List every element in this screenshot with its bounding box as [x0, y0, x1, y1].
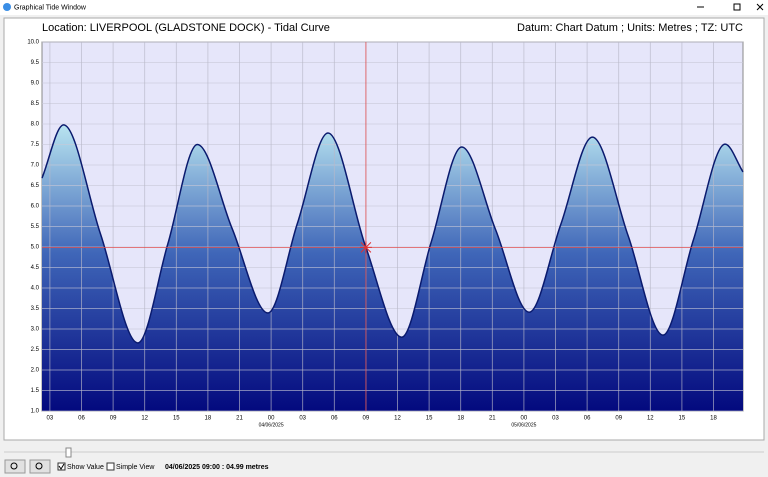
- x-tick-label: 15: [173, 416, 180, 422]
- y-tick-label: 3.0: [31, 327, 40, 333]
- y-tick-label: 7.0: [31, 163, 40, 169]
- y-tick-label: 9.5: [31, 60, 40, 66]
- y-tick-label: 10.0: [27, 40, 39, 46]
- y-tick-label: 7.5: [31, 142, 40, 148]
- x-tick-label: 09: [363, 416, 370, 422]
- checkmark: [58, 463, 65, 470]
- x-tick-label: 03: [552, 416, 559, 422]
- x-date-label: 05/06/2025: [511, 422, 536, 428]
- y-tick-label: 6.0: [31, 204, 40, 210]
- chart-subtitle: Datum: Chart Datum ; Units: Metres ; TZ:…: [517, 22, 743, 34]
- close-button[interactable]: [756, 3, 764, 11]
- tide-line: [41, 124, 744, 344]
- x-tick-label: 03: [299, 416, 306, 422]
- x-tick-label: 21: [236, 416, 243, 422]
- x-tick-label: 06: [584, 416, 591, 422]
- y-tick-label: 2.5: [31, 347, 40, 353]
- x-tick-label: 18: [205, 416, 212, 422]
- x-tick-label: 12: [141, 416, 148, 422]
- cursor-marker: [359, 241, 372, 254]
- y-tick-label: 4.5: [31, 265, 40, 271]
- y-tick-label: 9.0: [31, 81, 40, 87]
- simple-view-checkbox[interactable]: [106, 462, 115, 471]
- zoom-out-icon: [35, 462, 43, 470]
- x-tick-label: 03: [47, 416, 54, 422]
- chart-title: Location: LIVERPOOL (GLADSTONE DOCK) - T…: [42, 22, 330, 34]
- y-tick-label: 5.5: [31, 224, 40, 230]
- x-date-label: 04/06/2025: [259, 422, 284, 428]
- x-tick-label: 12: [647, 416, 654, 422]
- x-tick-label: 21: [489, 416, 496, 422]
- window-title: Graphical Tide Window: [14, 4, 87, 11]
- y-tick-label: 5.0: [31, 245, 40, 251]
- x-tick-label: 06: [331, 416, 338, 422]
- x-tick-label: 09: [110, 416, 117, 422]
- x-tick-label: 12: [394, 416, 401, 422]
- y-tick-label: 8.5: [31, 101, 40, 107]
- y-tick-label: 3.5: [31, 306, 40, 312]
- y-tick-label: 2.0: [31, 368, 40, 374]
- show-value-label: Show Value: [67, 464, 104, 471]
- show-value-checkbox[interactable]: [57, 462, 66, 471]
- x-tick-label: 00: [268, 416, 275, 422]
- y-tick-label: 8.0: [31, 122, 40, 128]
- x-tick-label: 15: [426, 416, 433, 422]
- y-tick-label: 6.5: [31, 183, 40, 189]
- x-tick-label: 18: [710, 416, 717, 422]
- x-tick-label: 00: [521, 416, 528, 422]
- y-tick-label: 1.5: [31, 388, 40, 394]
- app-icon: [3, 3, 11, 11]
- y-tick-label: 1.0: [31, 409, 40, 415]
- x-tick-label: 06: [78, 416, 85, 422]
- zoom-in-icon: [10, 462, 18, 470]
- zoom-out-button[interactable]: [29, 459, 51, 474]
- zoom-in-button[interactable]: [4, 459, 26, 474]
- status-text: 04/06/2025 09:00 : 04.99 metres: [165, 464, 269, 471]
- slider-thumb[interactable]: [65, 447, 72, 458]
- x-tick-label: 09: [615, 416, 622, 422]
- simple-view-label: Simple View: [116, 464, 155, 471]
- tide-area: [42, 124, 743, 411]
- title-bar: [0, 0, 768, 15]
- y-tick-label: 4.0: [31, 286, 40, 292]
- maximize-button[interactable]: [733, 3, 741, 11]
- x-tick-label: 15: [679, 416, 686, 422]
- x-tick-label: 18: [457, 416, 464, 422]
